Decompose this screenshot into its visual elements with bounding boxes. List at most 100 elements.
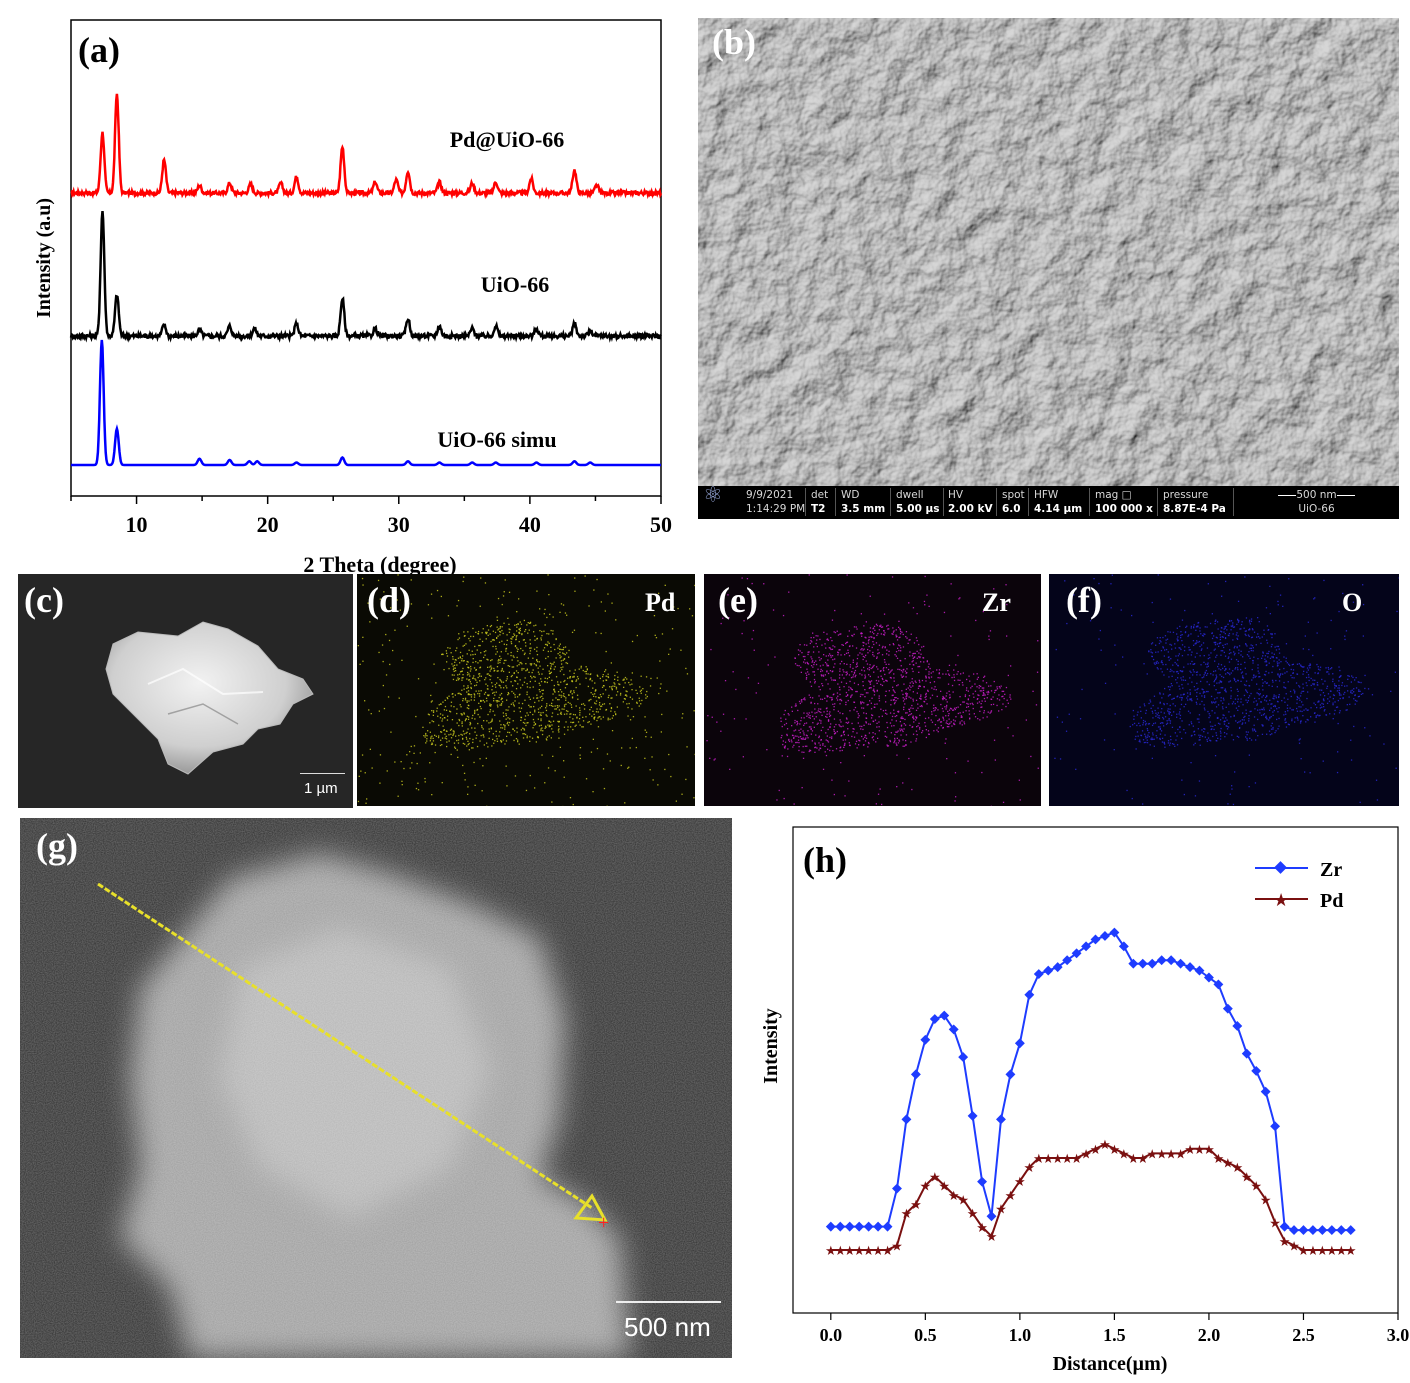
eds-dot — [825, 655, 827, 657]
eds-dot — [873, 690, 875, 692]
eds-dot — [1182, 694, 1184, 696]
eds-dot — [810, 728, 812, 730]
eds-dot — [877, 793, 880, 795]
eds-dot — [1258, 694, 1260, 696]
eds-dot — [542, 693, 544, 695]
eds-dot — [561, 691, 563, 693]
eds-dot — [383, 707, 386, 710]
eds-dot — [1271, 656, 1273, 658]
eds-dot — [1283, 714, 1285, 716]
linescan-point — [986, 1211, 997, 1222]
eds-dot — [1235, 681, 1237, 683]
eds-dot — [1265, 661, 1268, 663]
eds-dot — [1157, 712, 1159, 714]
eds-dot — [794, 705, 796, 707]
linescan-point — [1033, 969, 1044, 979]
eds-dot — [1007, 674, 1009, 677]
eds-dot — [926, 703, 928, 705]
eds-dot — [955, 707, 957, 709]
eds-dot — [1302, 704, 1304, 706]
eds-dot — [506, 639, 508, 641]
eds-dot — [472, 661, 474, 664]
eds-dot — [961, 716, 963, 718]
eds-dot — [491, 639, 494, 641]
eds-dot — [982, 610, 984, 613]
eds-dot — [694, 753, 695, 756]
eds-dot — [1330, 619, 1332, 622]
eds-dot — [585, 673, 587, 675]
eds-dot — [624, 802, 626, 804]
eds-dot — [514, 624, 516, 626]
eds-dot — [598, 716, 600, 718]
eds-dot — [988, 691, 990, 694]
eds-dot — [842, 669, 844, 671]
eds-dot — [592, 738, 594, 740]
eds-dot — [798, 654, 800, 656]
eds-dot — [813, 671, 815, 673]
eds-dot — [1189, 689, 1191, 691]
eds-dot — [863, 666, 865, 669]
eds-dot — [935, 707, 937, 709]
eds-dot — [1276, 645, 1278, 648]
eds-dot — [1162, 718, 1165, 720]
eds-dot — [1215, 706, 1218, 708]
eds-dot — [465, 643, 467, 645]
eds-dot — [508, 665, 511, 667]
eds-dot — [856, 665, 859, 667]
eds-dot — [889, 722, 892, 724]
eds-dot — [1309, 667, 1311, 669]
eds-dot — [1246, 691, 1249, 694]
eds-dot — [392, 649, 394, 652]
eds-dot — [1286, 704, 1289, 706]
eds-dot — [843, 734, 845, 736]
eds-dot — [1255, 700, 1257, 702]
eds-dot — [834, 732, 837, 734]
eds-dot — [1271, 652, 1273, 654]
eds-dot — [807, 663, 810, 665]
eds-dot — [1284, 721, 1286, 724]
eds-dot — [757, 682, 760, 684]
eds-dot — [903, 723, 905, 725]
eds-dot — [489, 670, 491, 672]
eds-dot — [816, 711, 818, 714]
linescan-point — [1137, 958, 1148, 969]
eds-dot — [884, 673, 886, 676]
eds-dot — [805, 678, 808, 680]
eds-dot — [1120, 609, 1122, 611]
eds-dot — [829, 711, 831, 713]
eds-dot — [824, 661, 827, 664]
eds-dot — [481, 640, 484, 643]
linescan-point: ★ — [976, 1220, 988, 1235]
eds-dot — [881, 647, 884, 649]
eds-dot — [490, 675, 492, 677]
eds-dot — [591, 680, 593, 682]
eds-dot — [834, 679, 836, 681]
eds-dot — [839, 689, 841, 691]
eds-dot — [1220, 700, 1222, 702]
eds-dot — [1236, 623, 1238, 625]
linescan-point — [1270, 1121, 1281, 1132]
eds-dot — [904, 724, 907, 726]
eds-dot — [537, 737, 539, 739]
linescan-point — [1241, 1048, 1252, 1059]
eds-dot — [1319, 694, 1322, 696]
eds-dot — [868, 666, 871, 669]
eds-dot — [815, 746, 817, 748]
eds-dot — [545, 738, 547, 740]
eds-dot — [1153, 738, 1155, 740]
eds-dot — [895, 655, 897, 657]
eds-dot — [382, 684, 384, 687]
eds-dot — [482, 628, 484, 630]
eds-dot — [1271, 679, 1274, 681]
eds-dot — [897, 697, 899, 700]
eds-dot — [475, 737, 477, 739]
eds-dot — [510, 642, 513, 645]
eds-dot — [652, 779, 654, 781]
eds-dot — [784, 709, 786, 712]
eds-dot — [497, 635, 499, 637]
eds-dot — [806, 712, 808, 714]
eds-dot — [820, 658, 822, 660]
eds-dot — [1187, 695, 1189, 697]
eds-dot — [443, 729, 445, 731]
eds-dot — [1272, 714, 1274, 716]
